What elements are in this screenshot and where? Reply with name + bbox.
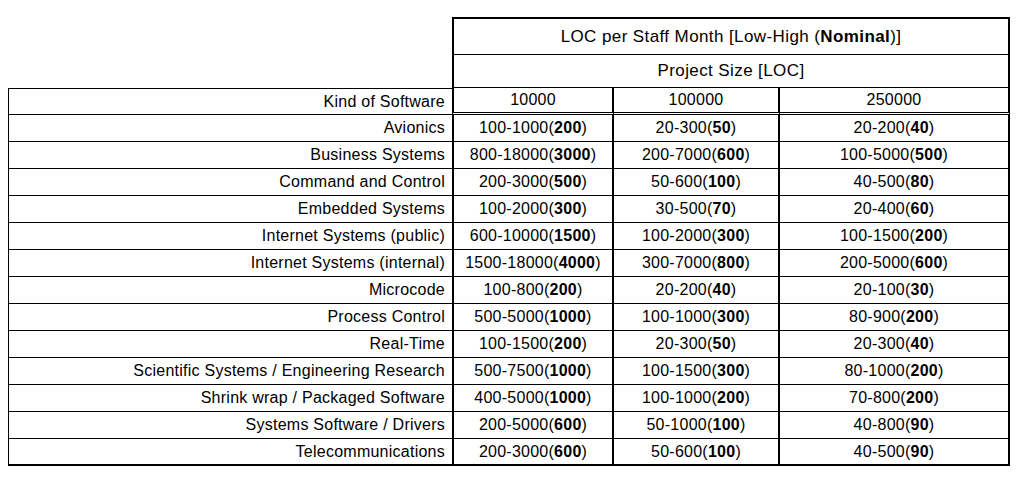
main-header-suffix: )]: [890, 27, 901, 47]
data-cell: 40-500(80): [780, 169, 1010, 196]
column-header-250000: 250000: [780, 88, 1010, 115]
data-cell: 50-1000(100): [614, 412, 780, 439]
data-cell: 100-5000(500): [780, 142, 1010, 169]
data-cell: 200-3000(600): [452, 439, 614, 466]
data-cell: 200-5000(600): [780, 250, 1010, 277]
data-cell: 600-10000(1500): [452, 223, 614, 250]
row-label: Real-Time: [8, 331, 452, 358]
row-label: Scientific Systems / Engineering Researc…: [8, 358, 452, 385]
row-label: Systems Software / Drivers: [8, 412, 452, 439]
data-cell: 20-300(50): [614, 115, 780, 142]
data-cell: 100-1000(200): [452, 115, 614, 142]
data-cell: 200-5000(600): [452, 412, 614, 439]
data-cell: 50-600(100): [614, 439, 780, 466]
main-header: LOC per Staff Month [Low-High (Nominal)]: [452, 17, 1010, 55]
data-cell: 100-800(200): [452, 277, 614, 304]
data-cell: 500-5000(1000): [452, 304, 614, 331]
main-header-bold-nominal: Nominal: [820, 27, 890, 47]
row-header-label: Kind of Software: [8, 88, 452, 115]
row-label: Internet Systems (internal): [8, 250, 452, 277]
data-cell: 20-100(30): [780, 277, 1010, 304]
row-label: Shrink wrap / Packaged Software: [8, 385, 452, 412]
sub-header-project-size: Project Size [LOC]: [452, 55, 1010, 88]
data-cell: 30-500(70): [614, 196, 780, 223]
data-cell: 20-400(60): [780, 196, 1010, 223]
row-label: Internet Systems (public): [8, 223, 452, 250]
data-cell: 200-7000(600): [614, 142, 780, 169]
data-cell: 80-1000(200): [780, 358, 1010, 385]
data-cell: 200-3000(500): [452, 169, 614, 196]
data-cell: 100-1500(200): [780, 223, 1010, 250]
data-cell: 70-800(200): [780, 385, 1010, 412]
row-label: Avionics: [8, 115, 452, 142]
data-cell: 300-7000(800): [614, 250, 780, 277]
row-label: Process Control: [8, 304, 452, 331]
column-header-10000: 10000: [452, 88, 614, 115]
data-cell: 50-600(100): [614, 169, 780, 196]
main-header-prefix: LOC per Staff Month [Low-High (: [561, 27, 821, 47]
row-label: Embedded Systems: [8, 196, 452, 223]
data-cell: 500-7500(1000): [452, 358, 614, 385]
row-label: Business Systems: [8, 142, 452, 169]
data-cell: 40-800(90): [780, 412, 1010, 439]
column-header-100000: 100000: [614, 88, 780, 115]
data-cell: 800-18000(3000): [452, 142, 614, 169]
data-cell: 100-2000(300): [452, 196, 614, 223]
data-cell: 100-2000(300): [614, 223, 780, 250]
data-cell: 100-1000(200): [614, 385, 780, 412]
data-cell: 20-300(40): [780, 331, 1010, 358]
data-cell: 400-5000(1000): [452, 385, 614, 412]
data-cell: 20-300(50): [614, 331, 780, 358]
data-cell: 80-900(200): [780, 304, 1010, 331]
row-label: Telecommunications: [8, 439, 452, 466]
data-cell: 40-500(90): [780, 439, 1010, 466]
row-label: Command and Control: [8, 169, 452, 196]
data-cell: 1500-18000(4000): [452, 250, 614, 277]
page: LOC per Staff Month [Low-High (Nominal)]…: [0, 0, 1018, 480]
data-cell: 20-200(40): [614, 277, 780, 304]
loc-per-staff-month-table: LOC per Staff Month [Low-High (Nominal)]…: [8, 17, 1010, 466]
data-cell: 100-1500(200): [452, 331, 614, 358]
data-cell: 100-1000(300): [614, 304, 780, 331]
corner-spacer: [8, 17, 452, 88]
row-label: Microcode: [8, 277, 452, 304]
data-cell: 20-200(40): [780, 115, 1010, 142]
data-cell: 100-1500(300): [614, 358, 780, 385]
